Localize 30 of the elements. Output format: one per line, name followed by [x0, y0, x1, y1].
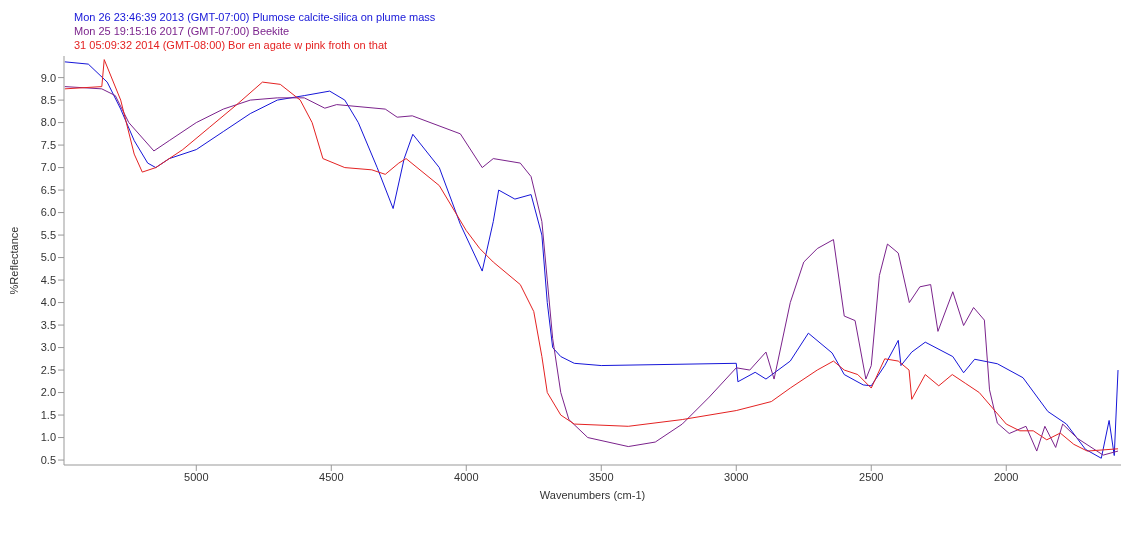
y-tick-label: 5.0: [40, 251, 56, 264]
x-tick-label: 2500: [859, 470, 884, 483]
x-tick-label: 5000: [184, 470, 209, 483]
y-tick-label: 1.5: [40, 408, 56, 421]
y-tick-label: 7.5: [40, 138, 56, 151]
y-tick-label: 0.5: [40, 453, 56, 466]
text: Mon 25 19:15:16 2017 (GMT-07:00) Beekite: [73, 24, 291, 38]
text: Mon 26 23:46:39 2013 (GMT-07:00) Plumose calcite-silica on plume mass: [73, 10, 437, 24]
text: 31 05:09:32 2014 (GMT-08:00) Bor en agate w pink froth on that: [73, 38, 389, 52]
y-tick-label: 8.0: [40, 116, 56, 129]
y-tick-label: 2.5: [40, 363, 56, 376]
y-tick-label: 3.0: [40, 341, 56, 354]
x-tick-label: 2000: [994, 470, 1019, 483]
y-tick-label: 4.0: [40, 296, 56, 309]
y-axis-title: %Reflectance: [7, 226, 20, 295]
x-tick-label: 4000: [454, 470, 479, 483]
x-axis-title: Wavenumbers (cm-1): [539, 489, 646, 501]
y-tick-label: 4.5: [40, 273, 56, 286]
y-tick-label: 1.0: [40, 431, 56, 444]
x-tick-label: 3000: [724, 470, 749, 483]
y-tick-label: 7.0: [40, 161, 56, 174]
y-tick-label: 6.5: [40, 183, 56, 196]
y-tick-label: 5.5: [40, 228, 56, 241]
y-tick-label: 8.5: [40, 94, 56, 106]
y-tick-label: 6.0: [40, 206, 56, 219]
x-tick-label: 3500: [589, 470, 614, 483]
x-tick-label: 4500: [319, 470, 344, 483]
y-tick-label: 9.0: [40, 71, 56, 84]
y-tick-label: 2.0: [40, 386, 56, 399]
y-tick-label: 3.5: [40, 318, 56, 331]
